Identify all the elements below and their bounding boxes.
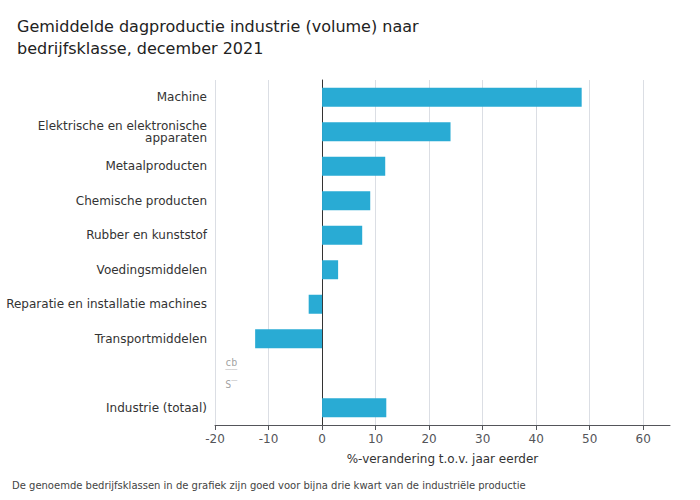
svg-text:60: 60 xyxy=(636,432,651,446)
svg-text:Metaalproducten: Metaalproducten xyxy=(105,159,207,173)
svg-text:‾‾: ‾‾ xyxy=(225,368,238,379)
svg-text:cb: cb xyxy=(225,357,237,368)
svg-text:Reparatie en installatie machi: Reparatie en installatie machines xyxy=(6,297,207,311)
svg-text:bedrijfsklasse, december 2021: bedrijfsklasse, december 2021 xyxy=(17,39,263,58)
svg-text:De genoemde bedrijfsklassen in: De genoemde bedrijfsklassen in de grafie… xyxy=(12,480,526,491)
svg-text:Gemiddelde dagproductie indust: Gemiddelde dagproductie industrie (volum… xyxy=(17,17,419,36)
svg-text:50: 50 xyxy=(582,432,597,446)
svg-text:apparaten: apparaten xyxy=(145,131,207,145)
svg-text:20: 20 xyxy=(421,432,436,446)
svg-text:Rubber en kunststof: Rubber en kunststof xyxy=(86,228,208,242)
svg-text:10: 10 xyxy=(368,432,383,446)
svg-text:0: 0 xyxy=(318,432,326,446)
svg-text:Elektrische en elektronische: Elektrische en elektronische xyxy=(37,118,207,133)
svg-text:S‾: S‾ xyxy=(225,379,238,390)
svg-text:%-verandering t.o.v. jaar eerd: %-verandering t.o.v. jaar eerder xyxy=(347,452,539,466)
svg-text:Industrie (totaal): Industrie (totaal) xyxy=(106,401,207,415)
svg-text:40: 40 xyxy=(529,432,544,446)
svg-text:30: 30 xyxy=(475,432,490,446)
svg-text:Voedingsmiddelen: Voedingsmiddelen xyxy=(97,263,207,277)
svg-text:Machine: Machine xyxy=(157,90,207,104)
svg-text:-10: -10 xyxy=(259,432,279,446)
svg-text:Transportmiddelen: Transportmiddelen xyxy=(94,332,207,346)
svg-text:-20: -20 xyxy=(205,432,225,446)
svg-text:Chemische producten: Chemische producten xyxy=(76,194,207,208)
